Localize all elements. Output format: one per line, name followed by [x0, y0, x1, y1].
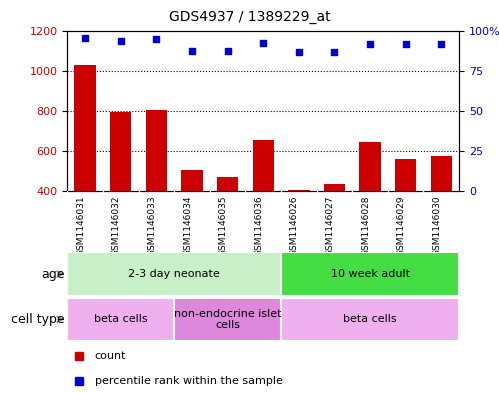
Text: beta cells: beta cells: [94, 314, 148, 324]
Text: GSM1146034: GSM1146034: [183, 195, 192, 256]
Bar: [359, 142, 381, 191]
Bar: [110, 112, 131, 191]
Point: [402, 41, 410, 47]
Point: [437, 41, 445, 47]
Text: beta cells: beta cells: [343, 314, 397, 324]
Point: [152, 36, 160, 42]
Bar: [67, 252, 281, 296]
Bar: [431, 156, 452, 191]
Bar: [281, 252, 459, 296]
Text: GSM1146029: GSM1146029: [397, 195, 406, 256]
Text: count: count: [95, 351, 126, 361]
Point: [330, 49, 338, 55]
Text: cell type: cell type: [11, 313, 65, 326]
Point: [81, 35, 89, 41]
Bar: [174, 298, 281, 341]
Text: GSM1146032: GSM1146032: [112, 195, 121, 256]
Bar: [217, 177, 239, 191]
Text: age: age: [41, 268, 65, 281]
Bar: [67, 298, 174, 341]
Bar: [324, 184, 345, 191]
Text: GSM1146035: GSM1146035: [219, 195, 228, 256]
Point: [259, 39, 267, 46]
Text: GSM1146036: GSM1146036: [254, 195, 263, 256]
Point: [224, 48, 232, 54]
Text: GSM1146030: GSM1146030: [432, 195, 441, 256]
Bar: [281, 298, 459, 341]
Point: [295, 49, 303, 55]
Bar: [74, 65, 96, 191]
Point: [117, 38, 125, 44]
Text: non-endocrine islet
cells: non-endocrine islet cells: [174, 309, 281, 330]
Text: GSM1146033: GSM1146033: [147, 195, 156, 256]
Bar: [181, 170, 203, 191]
Point: [188, 48, 196, 54]
Text: GSM1146031: GSM1146031: [76, 195, 85, 256]
Text: GSM1146026: GSM1146026: [290, 195, 299, 256]
Text: GSM1146028: GSM1146028: [361, 195, 370, 256]
Point: [366, 41, 374, 47]
Bar: [288, 189, 309, 191]
Text: 10 week adult: 10 week adult: [330, 269, 410, 279]
Bar: [252, 140, 274, 191]
Bar: [395, 159, 416, 191]
Text: 2-3 day neonate: 2-3 day neonate: [128, 269, 220, 279]
Bar: [146, 110, 167, 191]
Text: GSM1146027: GSM1146027: [325, 195, 334, 256]
Text: percentile rank within the sample: percentile rank within the sample: [95, 376, 282, 386]
Text: GDS4937 / 1389229_at: GDS4937 / 1389229_at: [169, 10, 330, 24]
